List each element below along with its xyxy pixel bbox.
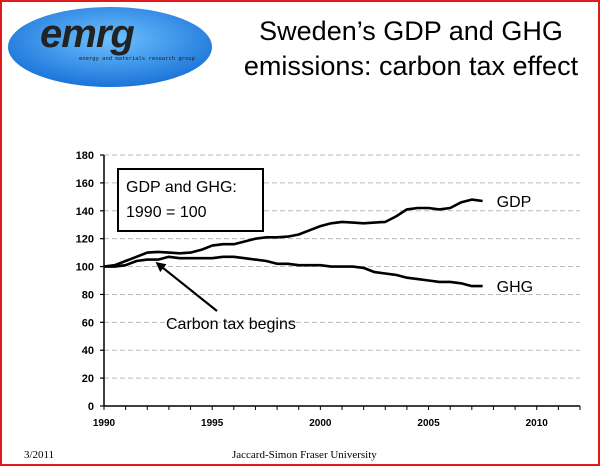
x-tick-label: 2000 — [309, 418, 332, 429]
logo-ellipse — [8, 7, 212, 87]
x-tick-label: 1995 — [201, 418, 224, 429]
series-label-gdp: GDP — [497, 194, 532, 211]
y-tick-label: 160 — [76, 178, 94, 190]
x-tick-label: 1990 — [93, 418, 116, 429]
series-line-ghg — [104, 255, 483, 288]
y-tick-label: 60 — [82, 317, 94, 329]
emrg-logo: emrg energy and materials research group — [7, 4, 217, 94]
annotation-layer: GDP and GHG: 1990 = 100 Carbon tax begins — [117, 168, 296, 333]
logo-text: emrg — [40, 12, 135, 56]
series-layer: GDP GHG — [103, 194, 533, 296]
footer-credit: Jaccard-Simon Fraser University — [232, 449, 377, 461]
y-tick-label: 140 — [76, 206, 94, 218]
axis-layer: 0 20 40 60 80 100 120 140 160 180 1990 1995 2000 2005… — [76, 150, 581, 429]
box-text-line2: 1990 = 100 — [126, 204, 207, 221]
slide-title-line2: emissions: carbon tax effect — [243, 51, 579, 81]
annotation-arrow — [155, 261, 218, 312]
grid-layer — [104, 154, 580, 379]
series-label-ghg: GHG — [497, 279, 533, 296]
legend-box — [117, 168, 264, 232]
logo-subtitle: energy and materials research group — [79, 56, 195, 62]
y-tick-label: 180 — [76, 150, 94, 162]
y-tick-label: 80 — [82, 289, 94, 301]
y-tick-label: 100 — [76, 262, 94, 274]
annotation-text: Carbon tax begins — [166, 316, 296, 333]
slide-title: Sweden’s GDP and GHG emissions: carbon t… — [226, 14, 596, 84]
y-tick-label: 40 — [82, 345, 94, 357]
box-text-line1: GDP and GHG: — [126, 179, 237, 196]
x-tick-label: 2010 — [526, 418, 549, 429]
footer-date: 3/2011 — [24, 449, 55, 461]
y-tick-label: 120 — [76, 234, 94, 246]
slide-title-line1: Sweden’s GDP and GHG — [259, 16, 563, 46]
series-line-gdp — [103, 198, 483, 268]
x-tick-label: 2005 — [417, 418, 440, 429]
y-tick-label: 0 — [88, 401, 94, 413]
y-tick-label: 20 — [82, 373, 94, 385]
